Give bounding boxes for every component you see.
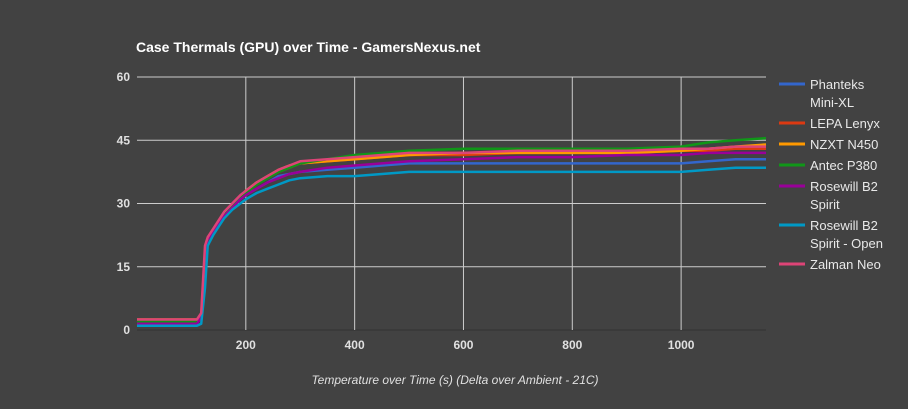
- series-line: [137, 151, 766, 325]
- x-tick-label: 200: [236, 338, 256, 352]
- y-tick-label: 15: [117, 260, 131, 274]
- legend-label: Zalman Neo: [810, 257, 881, 272]
- legend-item: Rosewill B2 Spirit - Open: [779, 218, 883, 251]
- y-axis-ticks: 0 15 30 45 60: [117, 70, 131, 337]
- y-tick-label: 45: [117, 133, 131, 147]
- x-tick-label: 800: [562, 338, 582, 352]
- legend-item: Rosewill B2 Spirit: [779, 179, 878, 212]
- x-tick-label: 400: [345, 338, 365, 352]
- series-lines: [137, 136, 767, 328]
- legend-label: Phanteks: [810, 77, 865, 92]
- legend-label: Spirit - Open: [810, 236, 883, 251]
- legend-label: Rosewill B2: [810, 218, 878, 233]
- legend-label: NZXT N450: [810, 137, 878, 152]
- x-tick-label: 1000: [668, 338, 695, 352]
- series-line: [137, 166, 766, 328]
- y-tick-label: 60: [117, 70, 131, 84]
- legend-label: Mini-XL: [810, 95, 854, 110]
- chart-title: Case Thermals (GPU) over Time - GamersNe…: [136, 39, 481, 55]
- legend-item: Zalman Neo: [779, 257, 881, 272]
- y-tick-label: 30: [117, 197, 131, 211]
- series-line: [137, 157, 766, 323]
- y-tick-label: 0: [123, 323, 130, 337]
- legend-item: Antec P380: [779, 158, 877, 173]
- legend-label: Antec P380: [810, 158, 877, 173]
- x-tick-label: 600: [453, 338, 473, 352]
- series-line: [137, 147, 766, 323]
- legend-item: NZXT N450: [779, 137, 878, 152]
- legend-item: Phanteks Mini-XL: [779, 77, 865, 110]
- series-line: [137, 145, 766, 321]
- x-axis-label: Temperature over Time (s) (Delta over Am…: [311, 373, 598, 387]
- legend-item: LEPA Lenyx: [779, 116, 880, 131]
- x-axis-ticks: 200 400 600 800 1000: [236, 338, 695, 352]
- series-line: [137, 136, 767, 323]
- legend-label: LEPA Lenyx: [810, 116, 880, 131]
- legend-label: Spirit: [810, 197, 840, 212]
- legend-label: Rosewill B2: [810, 179, 878, 194]
- legend: Phanteks Mini-XL LEPA Lenyx NZXT N450 Antec …: [779, 77, 883, 272]
